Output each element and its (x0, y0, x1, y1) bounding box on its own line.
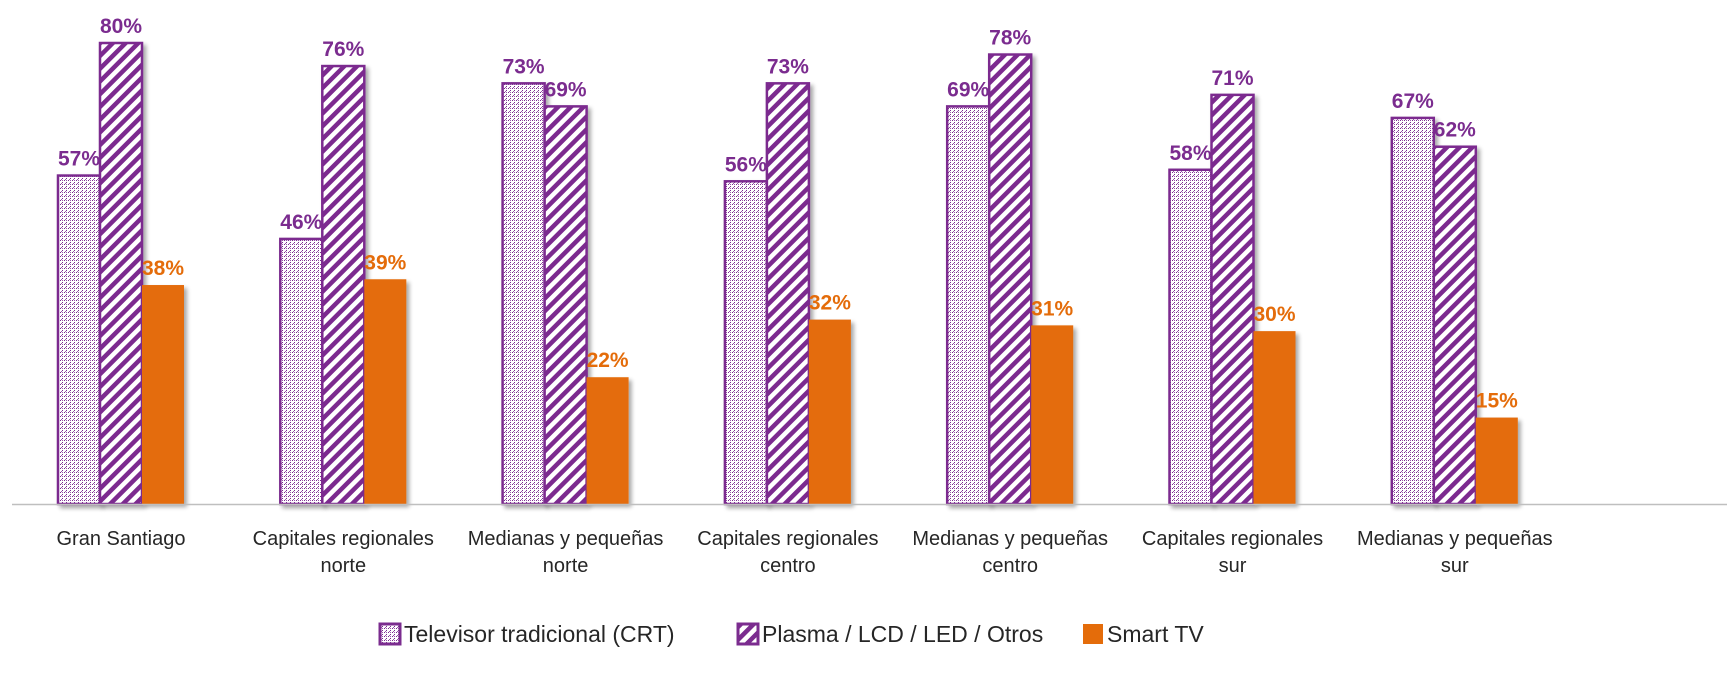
bar-diagonal-stripes-0 (98, 41, 144, 506)
data-label: 31% (1031, 297, 1073, 320)
data-label: 73% (503, 55, 545, 78)
bar-dots-5 (1168, 168, 1213, 506)
category-label: Capitales regionales sur (1142, 528, 1323, 577)
data-label: 30% (1253, 303, 1295, 326)
bar-dots-3 (723, 180, 769, 506)
category-label: Medianas y pequeñas centro (912, 528, 1108, 577)
bar-diagonal-stripes-3 (765, 82, 811, 506)
data-label: 80% (100, 15, 142, 38)
category-label: Capitales regionales norte (253, 528, 434, 577)
bar-diagonal-stripes-2 (543, 105, 588, 506)
bars-layer (56, 41, 1518, 506)
bar-diagonal-stripes-6 (1432, 145, 1478, 506)
legend: Televisor tradicional (CRT) Plasma / LCD … (378, 621, 1204, 647)
category-labels: Gran Santiago Capitales regionales norte Me… (57, 528, 1553, 577)
data-label: 32% (809, 292, 851, 315)
bar-diagonal-stripes-5 (1210, 93, 1255, 506)
data-label: 57% (58, 148, 100, 171)
bar-dots-4 (945, 105, 991, 506)
data-labels-layer: 57%80%38%46%76%39%73%69%22%56%73%32%69%7… (58, 15, 1518, 413)
bar-solid-0 (142, 285, 184, 504)
bar-dots-2 (501, 82, 546, 506)
bar-dots-0 (56, 174, 102, 506)
bar-solid-3 (808, 319, 851, 504)
bar-solid-2 (586, 377, 629, 504)
data-label: 71% (1211, 67, 1253, 90)
category-label: Medianas y pequeñas norte (468, 528, 664, 577)
legend-label: Smart TV (1107, 621, 1204, 647)
bar-dots-1 (279, 237, 324, 506)
bar-solid-5 (1253, 331, 1296, 504)
legend-swatch-solid (1083, 624, 1103, 644)
data-label: 76% (322, 38, 364, 61)
bar-solid-4 (1031, 325, 1074, 504)
legend-swatch-diagonal-stripes (736, 622, 760, 646)
data-label: 62% (1434, 119, 1476, 142)
data-label: 39% (364, 251, 406, 274)
data-label: 78% (989, 27, 1031, 50)
legend-label: Plasma / LCD / LED / Otros (762, 621, 1043, 647)
data-label: 22% (587, 349, 629, 372)
bar-solid-6 (1475, 417, 1518, 504)
data-label: 46% (280, 211, 322, 234)
legend-label: Televisor tradicional (CRT) (404, 621, 675, 647)
data-label: 69% (947, 78, 989, 101)
category-label: Capitales regionales centro (697, 528, 878, 577)
data-label: 73% (767, 55, 809, 78)
bar-dots-6 (1390, 116, 1436, 506)
data-label: 67% (1392, 90, 1434, 113)
data-label: 15% (1476, 390, 1518, 413)
data-label: 38% (142, 257, 184, 280)
category-label: Medianas y pequeñas sur (1357, 528, 1553, 577)
bar-diagonal-stripes-1 (321, 64, 366, 506)
legend-swatch-dots (378, 622, 402, 646)
bar-solid-1 (364, 279, 407, 504)
data-label: 58% (1169, 142, 1211, 165)
data-label: 56% (725, 153, 767, 176)
bar-diagonal-stripes-4 (987, 53, 1033, 506)
category-label: Gran Santiago (57, 528, 186, 550)
data-label: 69% (545, 78, 587, 101)
